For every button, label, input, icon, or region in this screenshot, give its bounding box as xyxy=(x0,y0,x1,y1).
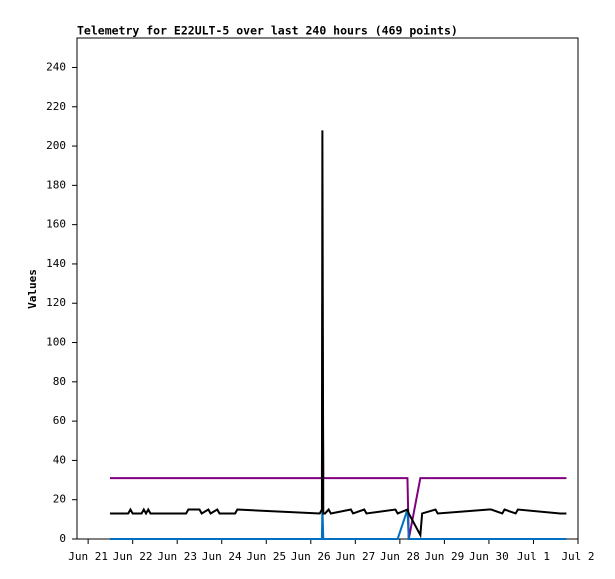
y-tick-label: 220 xyxy=(46,100,66,113)
x-tick-label: Jun 23 xyxy=(157,550,197,563)
y-tick-label: 20 xyxy=(53,493,66,506)
y-tick-label: 160 xyxy=(46,218,66,231)
y-tick-label: 0 xyxy=(59,532,66,545)
x-tick-label: Jun 25 xyxy=(246,550,286,563)
series-line xyxy=(109,130,567,539)
y-tick-label: 40 xyxy=(53,453,66,466)
x-tick-label: Jun 24 xyxy=(202,550,242,563)
chart-title: Telemetry for E22ULT-5 over last 240 hou… xyxy=(77,24,458,38)
x-tick-label: Jul 2 xyxy=(561,550,594,563)
y-axis-label: Values xyxy=(26,269,39,309)
x-tick-label: Jul 1 xyxy=(517,550,550,563)
x-tick-label: Jun 21 xyxy=(68,550,108,563)
x-tick-label: Jun 26 xyxy=(291,550,331,563)
y-tick-label: 180 xyxy=(46,178,66,191)
y-tick-label: 60 xyxy=(53,414,66,427)
x-tick-label: Jun 28 xyxy=(380,550,420,563)
x-tick-label: Jun 27 xyxy=(335,550,375,563)
x-tick-label: Jun 29 xyxy=(425,550,465,563)
y-tick-label: 200 xyxy=(46,139,66,152)
plot-frame xyxy=(76,37,579,540)
x-tick-label: Jun 22 xyxy=(113,550,153,563)
y-tick-label: 80 xyxy=(53,375,66,388)
y-tick-label: 120 xyxy=(46,296,66,309)
y-tick-label: 100 xyxy=(46,336,66,349)
y-tick-label: 140 xyxy=(46,257,66,270)
x-tick-label: Jun 30 xyxy=(469,550,509,563)
series-line xyxy=(109,505,567,540)
y-tick-label: 240 xyxy=(46,60,66,73)
